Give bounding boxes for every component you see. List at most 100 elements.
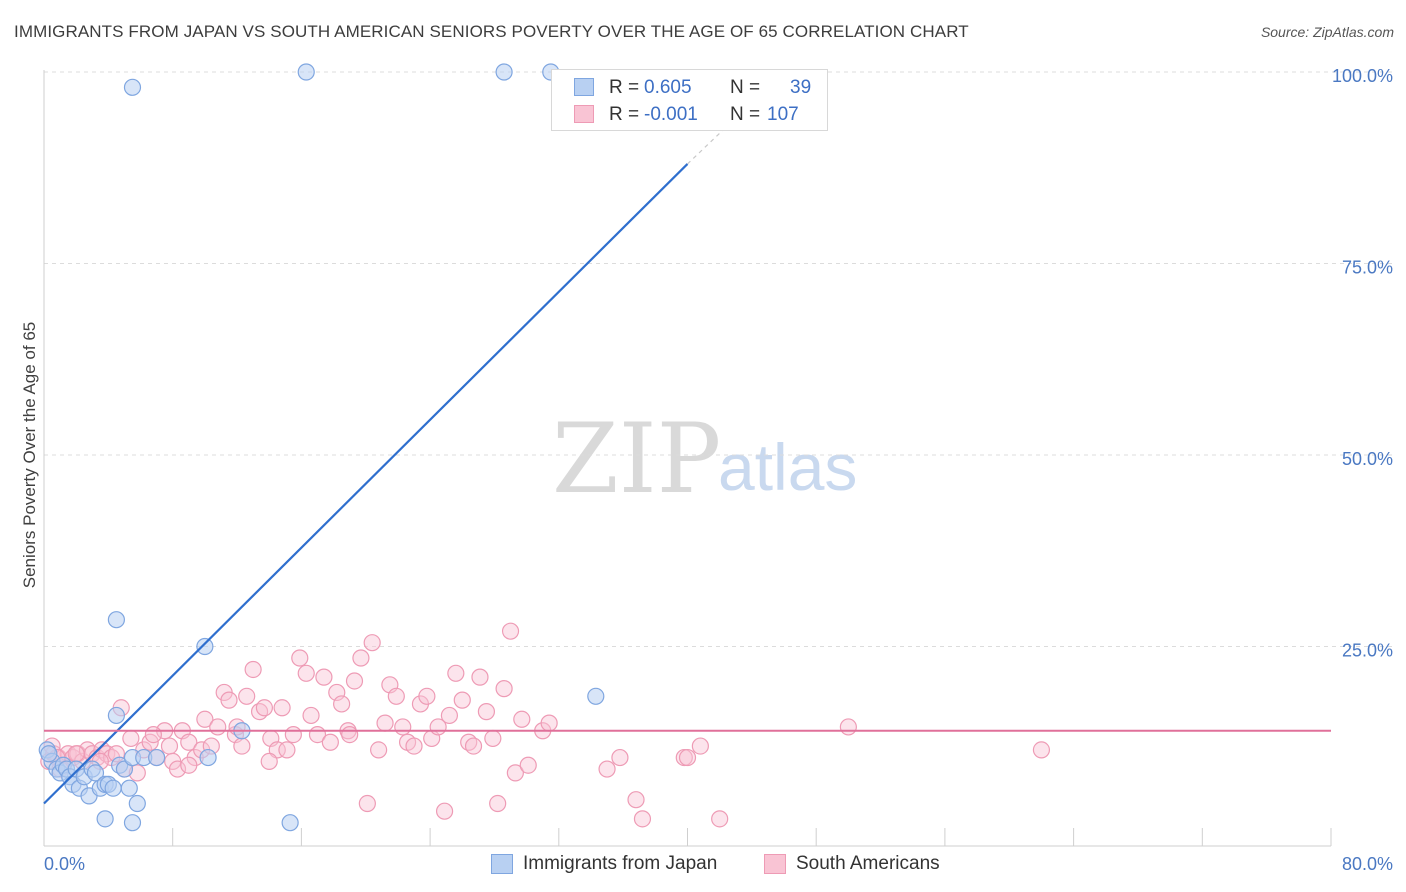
point-japan	[495, 63, 513, 81]
point-japan	[40, 745, 58, 763]
source-credit: Source: ZipAtlas.com	[1260, 24, 1394, 40]
x-tick-label: 80.0%	[1342, 854, 1393, 874]
point-south-americans	[471, 668, 489, 686]
tick-labels: 25.0% 50.0% 75.0% 100.0% 0.0% 80.0%	[44, 66, 1393, 874]
point-south-americans	[1032, 741, 1051, 759]
point-south-americans	[464, 737, 483, 755]
legend-r-value: -0.001	[644, 104, 698, 125]
point-south-americans	[168, 760, 187, 778]
watermark-zip: ZIP	[552, 403, 721, 515]
point-south-americans	[144, 725, 162, 744]
point-south-americans	[220, 691, 238, 709]
point-south-americans	[418, 687, 436, 705]
point-south-americans	[405, 737, 423, 755]
legend-n-value: 107	[767, 104, 799, 125]
chart-title: IMMIGRANTS FROM JAPAN VS SOUTH AMERICAN …	[14, 22, 969, 41]
series-legend: Immigrants from Japan South Americans	[0, 852, 1406, 878]
point-south-americans	[260, 752, 278, 771]
point-south-americans	[711, 810, 729, 828]
point-south-americans	[352, 649, 370, 667]
point-south-americans	[495, 680, 513, 698]
point-south-americans	[678, 748, 697, 767]
point-south-americans	[345, 672, 364, 690]
point-south-americans	[506, 764, 524, 782]
y-tick-label: 100.0%	[1332, 66, 1393, 86]
point-south-americans	[273, 699, 291, 717]
point-south-americans	[238, 687, 256, 705]
point-south-americans	[453, 691, 471, 709]
point-south-americans	[341, 725, 359, 744]
point-south-americans	[209, 718, 227, 736]
legend-swatch-japan	[574, 78, 594, 96]
point-japan	[148, 748, 166, 767]
point-japan	[123, 814, 142, 832]
point-japan	[96, 810, 114, 828]
point-south-americans	[489, 794, 507, 813]
legend-r-value: 0.605	[644, 77, 692, 98]
point-south-americans	[513, 710, 531, 728]
point-south-americans	[315, 668, 333, 686]
point-japan	[107, 706, 125, 725]
point-south-americans	[321, 733, 339, 751]
legend-r-label: R =	[609, 104, 640, 125]
point-south-americans	[196, 710, 214, 728]
point-south-americans	[363, 634, 381, 652]
point-south-americans	[477, 703, 496, 721]
point-south-americans	[627, 791, 645, 809]
point-japan	[196, 637, 214, 656]
point-south-americans	[598, 760, 616, 778]
point-japan	[199, 748, 217, 767]
legend-label-japan: Immigrants from Japan	[523, 853, 718, 874]
correlation-legend: R = 0.605 N = 39 R = -0.001 N = 107	[551, 69, 828, 131]
point-south-americans	[297, 664, 315, 682]
point-south-americans	[540, 714, 558, 732]
point-south-americans	[284, 725, 302, 744]
y-tick-label: 25.0%	[1342, 641, 1393, 661]
legend-r-label: R =	[609, 77, 640, 98]
point-south-americans	[839, 718, 857, 736]
legend-row-japan: R = 0.605 N = 39	[552, 74, 827, 100]
point-japan	[587, 687, 605, 705]
point-south-americans	[180, 733, 198, 751]
legend-n-value: 39	[790, 77, 812, 98]
point-japan	[128, 794, 146, 813]
point-south-americans	[484, 729, 502, 748]
point-japan	[107, 611, 125, 629]
point-south-americans	[160, 737, 179, 755]
point-japan	[120, 779, 138, 797]
legend-row-south-americans: R = -0.001 N = 107	[552, 101, 827, 127]
legend-n-label: N =	[730, 104, 761, 125]
point-south-americans	[255, 699, 273, 717]
point-south-americans	[691, 737, 709, 755]
legend-n-label: N =	[730, 77, 761, 98]
y-tick-label: 75.0%	[1342, 258, 1393, 278]
point-south-americans	[302, 706, 320, 725]
legend-swatch-south-americans	[764, 854, 786, 874]
point-south-americans	[358, 794, 376, 813]
watermark-atlas: atlas	[718, 430, 857, 504]
point-south-americans	[447, 664, 465, 682]
point-south-americans	[394, 718, 412, 736]
point-south-americans	[519, 756, 537, 774]
legend-label-south-americans: South Americans	[796, 853, 940, 874]
point-japan	[86, 764, 105, 782]
trendline-japan	[43, 163, 689, 805]
point-south-americans	[278, 741, 296, 759]
axes	[43, 70, 1332, 847]
y-tick-label: 50.0%	[1342, 449, 1393, 469]
legend-swatch-japan	[491, 854, 513, 874]
point-south-americans	[440, 706, 459, 725]
point-south-americans	[233, 737, 251, 755]
legend-swatch-south-americans	[574, 105, 594, 123]
point-south-americans	[370, 741, 388, 759]
x-tick-label: 0.0%	[44, 854, 85, 874]
point-south-americans	[611, 748, 629, 767]
point-japan	[123, 78, 142, 96]
gridlines	[44, 71, 1392, 647]
point-south-americans	[376, 714, 394, 732]
point-south-americans	[387, 687, 405, 705]
point-south-americans	[67, 745, 85, 763]
point-japan	[281, 814, 299, 832]
data-points	[38, 63, 1051, 832]
